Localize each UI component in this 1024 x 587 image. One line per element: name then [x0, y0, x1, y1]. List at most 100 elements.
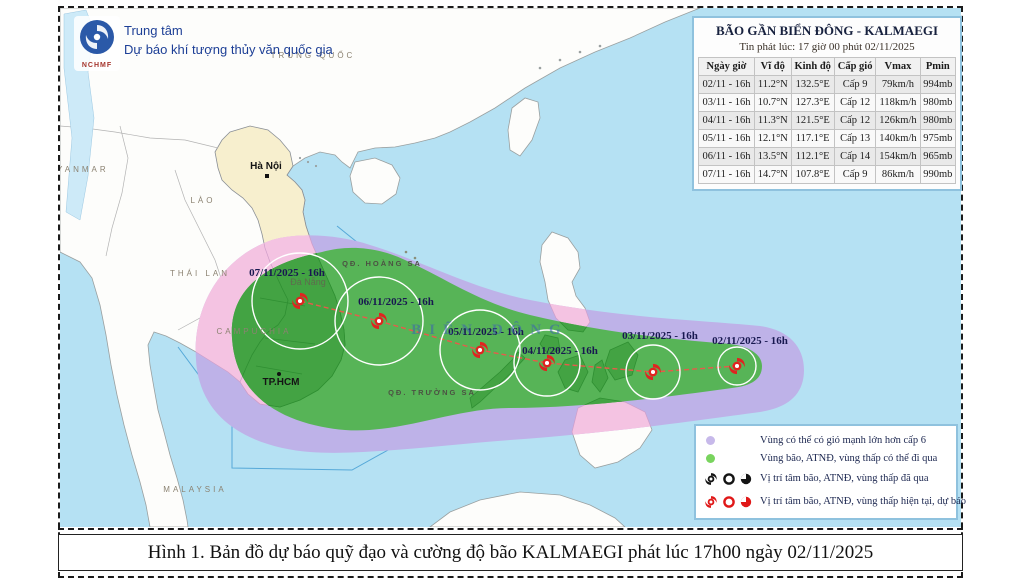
map-place-label: TP.HCM [262, 377, 299, 388]
organization-name-line1: Trung tâm [124, 23, 183, 38]
map-place-label: QĐ. TRƯỜNG SA [388, 388, 476, 397]
table-cell: 107.8°E [790, 165, 835, 184]
table-cell: 11.2°N [754, 75, 792, 94]
map-labels-layer: TRUNG QUỐC MYANMAR LÀO THÁI LAN CAMPUCHIA MAL… [60, 50, 568, 494]
track-date-label: 05/11/2025 - 16h [448, 326, 524, 338]
nchmf-logo: NCHMF [74, 16, 120, 71]
storm-track-layer: 02/11/2025 - 16h 03/11/2025 - 16h 04/11/20… [249, 252, 788, 400]
table-cell: 154km/h [875, 147, 921, 166]
table-cell: 12.1°N [754, 129, 792, 148]
uncertainty-circle [439, 309, 521, 391]
map-place-label: TRUNG QUỐC [271, 50, 356, 60]
table-cell: Cấp 9 [833, 165, 877, 184]
table-cell: 05/11 - 16h [697, 129, 756, 148]
map-place-label: Đà Nẵng [290, 277, 326, 287]
table-cell: 06/11 - 16h [697, 147, 756, 166]
organization-name-line2: Dự báo khí tượng thủy văn quốc gia [124, 41, 333, 57]
city-marker [277, 372, 281, 376]
legend-area-swatch [702, 435, 760, 445]
table-row: 02/11 - 16h 11.2°N 132.5°E Cấp 9 79km/h 994mb [697, 75, 957, 94]
table-column-header: Ngày giờ [697, 57, 756, 76]
track-date-label: 03/11/2025 - 16h [622, 330, 698, 342]
uncertainty-circle [717, 346, 757, 386]
table-cell: 975mb [919, 129, 957, 148]
table-cell: 140km/h [875, 129, 921, 148]
uncertainty-circle [251, 252, 349, 350]
map-place-label: CAMPUCHIA [216, 327, 291, 336]
table-cell: 118km/h [875, 93, 921, 112]
table-cell: Cấp 13 [833, 129, 877, 148]
map-place-label: BIỂN ĐÔNG [411, 320, 568, 338]
table-row: 04/11 - 16h 11.3°N 121.5°E Cấp 12 126km/h 980… [697, 111, 957, 130]
table-cell: 04/11 - 16h [697, 111, 756, 130]
table-cell: Cấp 12 [833, 93, 877, 112]
table-cell: 112.1°E [790, 147, 835, 166]
map-bottom-dashed-line [58, 528, 963, 530]
legend-symbol-set [702, 471, 760, 487]
table-cell: 07/11 - 16h [697, 165, 756, 184]
table-column-header: Vmax [875, 57, 921, 76]
legend-item-label: Vùng bão, ATNĐ, vùng thấp có thể đi qua [760, 452, 938, 464]
table-cell: 86km/h [875, 165, 921, 184]
table-header-row: Ngày giờ Vĩ độ Kinh độ Cấp gió Vmax Pmin [697, 57, 957, 76]
legend-item-label: Vị trí tâm bão, ATNĐ, vùng thấp đã qua [760, 473, 929, 484]
table-cell: 03/11 - 16h [697, 93, 756, 112]
legend-item: Vùng có thể có gió mạnh lớn hơn cấp 6 [702, 435, 950, 446]
table-cell: 117.1°E [790, 129, 835, 148]
storm-track-line [299, 300, 738, 373]
land-under-inner-cone [231, 247, 701, 431]
track-date-label: 04/11/2025 - 16h [522, 345, 598, 357]
map-legend: Vùng có thể có gió mạnh lớn hơn cấp 6 Vùn… [694, 424, 966, 520]
map-place-label: MYANMAR [60, 165, 109, 174]
table-column-header: Kinh độ [790, 57, 835, 76]
typhoon-atnd-low-icons [705, 472, 752, 485]
map-place-label: LÀO [190, 196, 215, 205]
area-color-dot [706, 453, 715, 463]
table-row: 05/11 - 16h 12.1°N 117.1°E Cấp 13 140km/h 975… [697, 129, 957, 148]
table-cell: 132.5°E [790, 75, 835, 94]
table-cell: 13.5°N [754, 147, 792, 166]
storm-info-issued-time: Tin phát lúc: 17 giờ 00 phút 02/11/2025 [739, 41, 915, 53]
map-place-label: THÁI LAN [170, 269, 230, 278]
legend-area-swatch [702, 453, 760, 463]
legend-item: Vị trí tâm bão, ATNĐ, vùng thấp hiện tại… [702, 494, 966, 510]
table-column-header: Cấp gió [833, 57, 877, 76]
track-date-label: 02/11/2025 - 16h [712, 335, 788, 347]
table-row: 03/11 - 16h 10.7°N 127.3°E Cấp 12 118km/h 980… [697, 93, 957, 112]
storm-info-title: BÃO GẦN BIỂN ĐÔNG - KALMAEGI [715, 23, 939, 38]
legend-symbol-set [702, 494, 760, 510]
figure-caption: Hình 1. Bản đồ dự báo quỹ đạo và cường đ… [147, 541, 874, 563]
table-cell: 121.5°E [790, 111, 835, 130]
uncertainty-circle [513, 329, 581, 397]
table-cell: 980mb [919, 93, 957, 112]
table-cell: 990mb [919, 165, 957, 184]
table-cell: 980mb [919, 111, 957, 130]
storm-info-panel: BÃO GẦN BIỂN ĐÔNG - KALMAEGI Tin phát lú… [692, 16, 962, 191]
table-cell: 14.7°N [754, 165, 792, 184]
legend-item-label: Vùng có thể có gió mạnh lớn hơn cấp 6 [760, 434, 926, 446]
map-place-label: MALAYSIA [163, 485, 226, 494]
organization-name: Trung tâm Dự báo khí tượng thủy văn quốc… [124, 22, 333, 60]
table-row: 07/11 - 16h 14.7°N 107.8°E Cấp 9 86km/h 990mb [697, 165, 957, 184]
storm-forecast-table: Ngày giờ Vĩ độ Kinh độ Cấp gió Vmax Pmin 02/1… [697, 57, 957, 184]
table-cell: 10.7°N [754, 93, 792, 112]
table-column-header: Pmin [919, 57, 957, 76]
legend-item: Vùng bão, ATNĐ, vùng thấp có thể đi qua [702, 453, 950, 464]
track-date-label: 06/11/2025 - 16h [358, 296, 434, 308]
table-cell: 02/11 - 16h [697, 75, 756, 94]
table-column-header: Vĩ độ [754, 57, 792, 76]
table-cell: Cấp 14 [833, 147, 877, 166]
table-cell: 79km/h [875, 75, 921, 94]
figure-caption-box: Hình 1. Bản đồ dự báo quỹ đạo và cường đ… [58, 534, 963, 571]
nchmf-logo-emblem [80, 20, 114, 54]
city-marker [265, 174, 269, 178]
table-cell: 126km/h [875, 111, 921, 130]
typhoon-atnd-low-icons [705, 495, 752, 508]
table-cell: 11.3°N [754, 111, 792, 130]
map-place-label: QĐ. HOÀNG SA [342, 259, 422, 268]
table-cell: 965mb [919, 147, 957, 166]
table-cell: 994mb [919, 75, 957, 94]
area-color-dot [706, 435, 715, 445]
table-cell: Cấp 12 [833, 111, 877, 130]
uncertainty-circle [625, 344, 681, 400]
